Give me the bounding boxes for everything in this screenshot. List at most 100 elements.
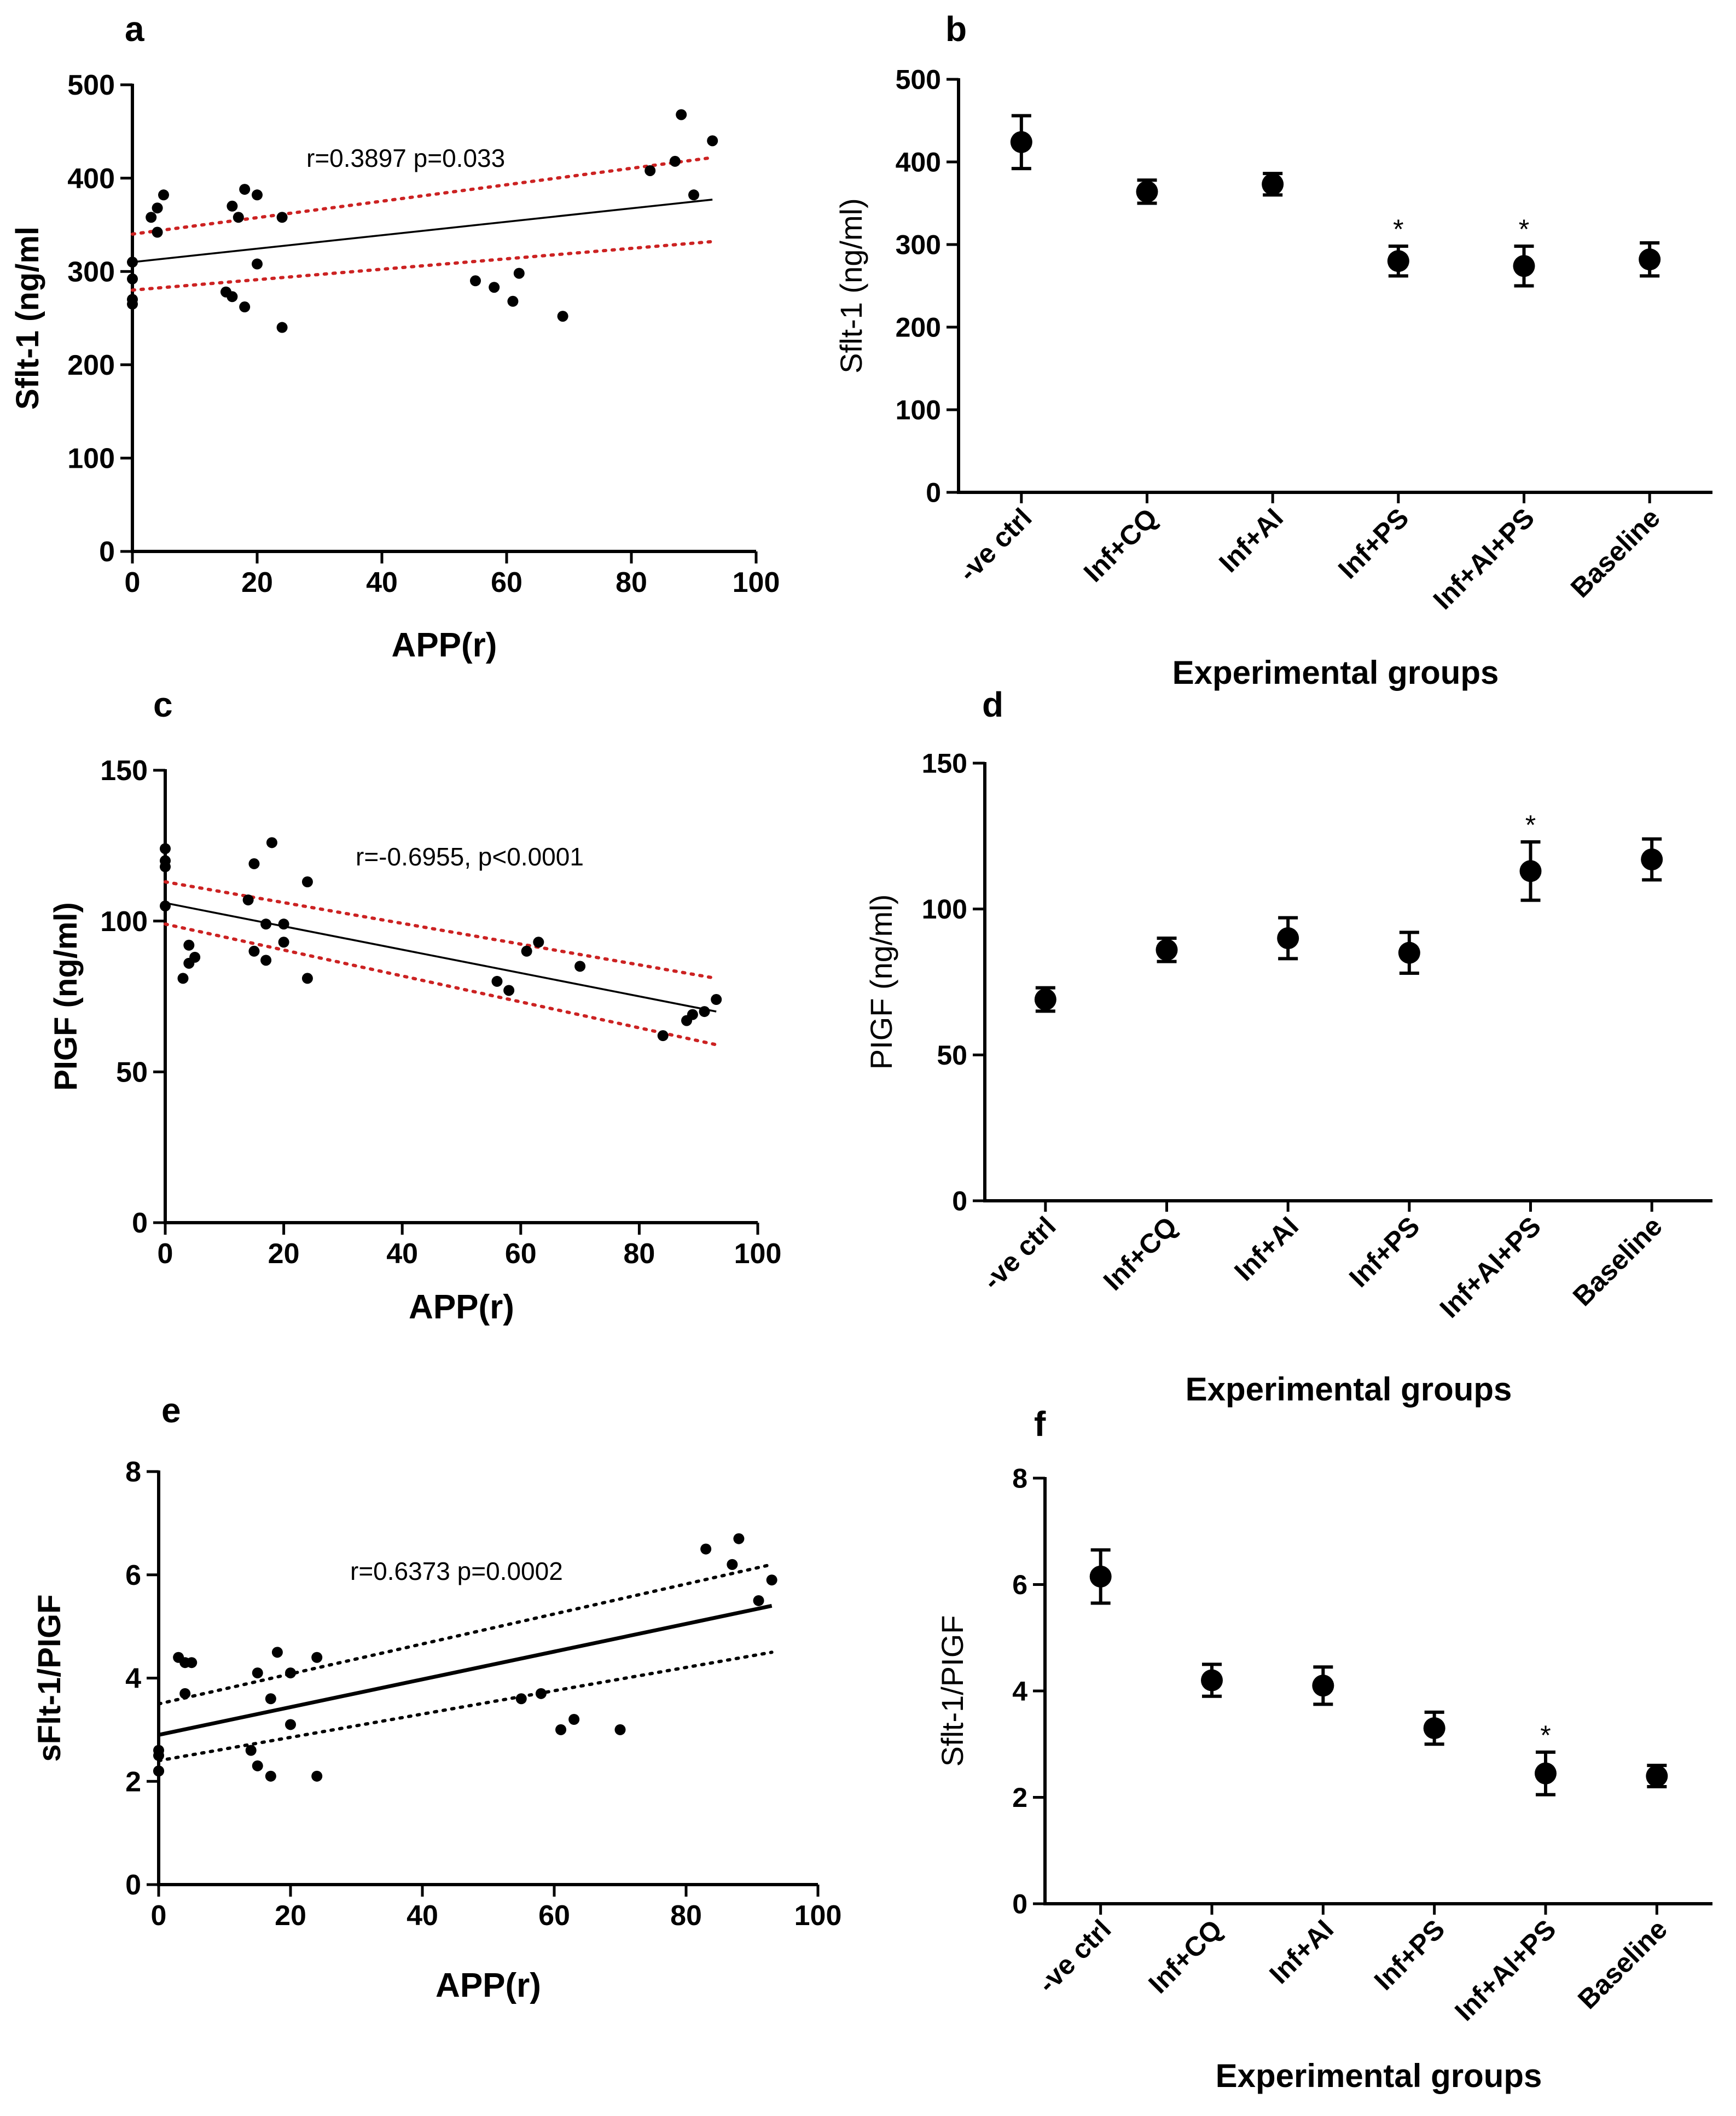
category-label: -ve ctrl [953,502,1038,588]
category-label: -ve ctrl [1032,1914,1117,1999]
data-point [260,919,272,930]
correlation-annotation: r=-0.6955, p<0.0001 [356,842,584,871]
data-point [260,955,272,966]
data-point [507,295,519,307]
data-point [265,1770,276,1782]
data-point [766,1574,777,1586]
mean-marker [1262,173,1284,195]
data-point [239,301,251,313]
data-point [285,1667,296,1679]
data-point [676,109,687,120]
data-point [557,311,568,322]
data-point [699,1006,710,1018]
category-label: Inf+PS [1368,1914,1451,1996]
category-label: Baseline [1565,502,1666,603]
panel-a: a 0 100 200 300 400 500 0 20 40 60 80 100 r=0.3897 p=… [10,9,780,664]
significance-marker: * [1519,214,1529,245]
data-point [278,919,289,930]
x-tick-label: 80 [623,1238,655,1270]
y-tick-label: 0 [125,1869,141,1901]
significance-marker: * [1525,810,1536,840]
data-point [311,1770,323,1782]
y-tick-label: 0 [132,1207,148,1239]
data-point [152,202,163,214]
data-point [491,975,503,987]
data-point [657,1030,669,1042]
confidence-band-upper [131,156,715,236]
data-point [252,258,263,270]
data-point [127,257,138,268]
data-point [158,189,169,201]
data-point [248,945,260,957]
data-point [179,1688,191,1699]
mean-marker [1089,1565,1112,1588]
data-point [535,1688,547,1699]
data-point [127,294,138,305]
x-tick-label: 0 [125,567,141,598]
data-point [521,945,532,957]
confidence-band-lower [164,922,718,1047]
x-tick-label: 100 [794,1900,842,1932]
x-tick-label: 0 [158,1238,173,1270]
data-point [503,985,515,996]
panel-letter-c: c [153,685,173,724]
mean-marker [1201,1669,1223,1691]
y-tick-label: 100 [100,906,148,938]
data-point [533,937,544,948]
y-tick-label: 50 [116,1057,148,1089]
y-tick-label: 150 [922,748,967,779]
y-axis-title: Sflt-1 (ng/ml [10,226,45,410]
data-point [727,1559,738,1570]
x-tick-label: 60 [491,567,522,598]
mean-marker [1312,1675,1334,1697]
data-point [285,1719,296,1730]
panel-letter-a: a [125,9,144,49]
data-point [574,961,586,972]
data-point [687,1009,698,1020]
mean-marker [1513,255,1535,277]
y-tick-label: 400 [896,147,941,178]
y-tick-label: 300 [896,230,941,260]
y-tick-label: 2 [1012,1782,1027,1813]
y-tick-label: 4 [1012,1676,1027,1707]
category-label: -ve ctrl [977,1211,1062,1296]
category-label: Baseline [1567,1211,1668,1312]
y-tick-label: 0 [1012,1889,1027,1920]
category-label: Inf+AI+PS [1434,1211,1547,1324]
data-point [700,1543,712,1555]
data-point [160,843,171,854]
mean-marker [1535,1762,1557,1784]
x-axis-title: Experimental groups [1216,2057,1542,2094]
panel-f: f 0 2 4 6 8 -ve ctrl Inf+CQ Inf+AI Inf+PSInf+AI+P… [935,1404,1712,2094]
data-point [227,291,238,303]
mean-marker [1136,181,1158,203]
data-point [707,135,718,147]
panel-c: c 0 50 100 150 0 20 40 60 80 100 r=-0.6955, p<0.000… [48,685,781,1326]
x-tick-label: 60 [505,1238,537,1270]
data-point [127,273,138,284]
confidence-band-lower [157,1650,774,1763]
data-point [278,937,289,948]
category-label: Inf+AI [1263,1914,1339,1990]
y-tick-label: 0 [952,1186,967,1217]
mean-marker [1519,860,1542,882]
category-label: Inf+AI+PS [1449,1914,1562,2027]
data-point [753,1595,764,1606]
category-label: Inf+CQ [1098,1211,1183,1296]
data-point [515,1693,527,1705]
y-tick-label: 8 [1012,1463,1027,1494]
y-tick-label: 300 [67,256,115,288]
panel-letter-f: f [1034,1404,1046,1444]
x-tick-label: 80 [670,1900,702,1932]
data-point [271,1647,283,1658]
category-label: Inf+PS [1332,502,1415,585]
x-tick-label: 40 [366,567,398,598]
y-tick-label: 6 [125,1560,141,1591]
correlation-annotation: r=0.3897 p=0.033 [306,144,505,172]
y-tick-label: 200 [67,350,115,381]
data-point [669,155,681,167]
category-label: Inf+PS [1343,1211,1426,1293]
mean-marker [1641,848,1663,870]
data-point [614,1724,626,1735]
